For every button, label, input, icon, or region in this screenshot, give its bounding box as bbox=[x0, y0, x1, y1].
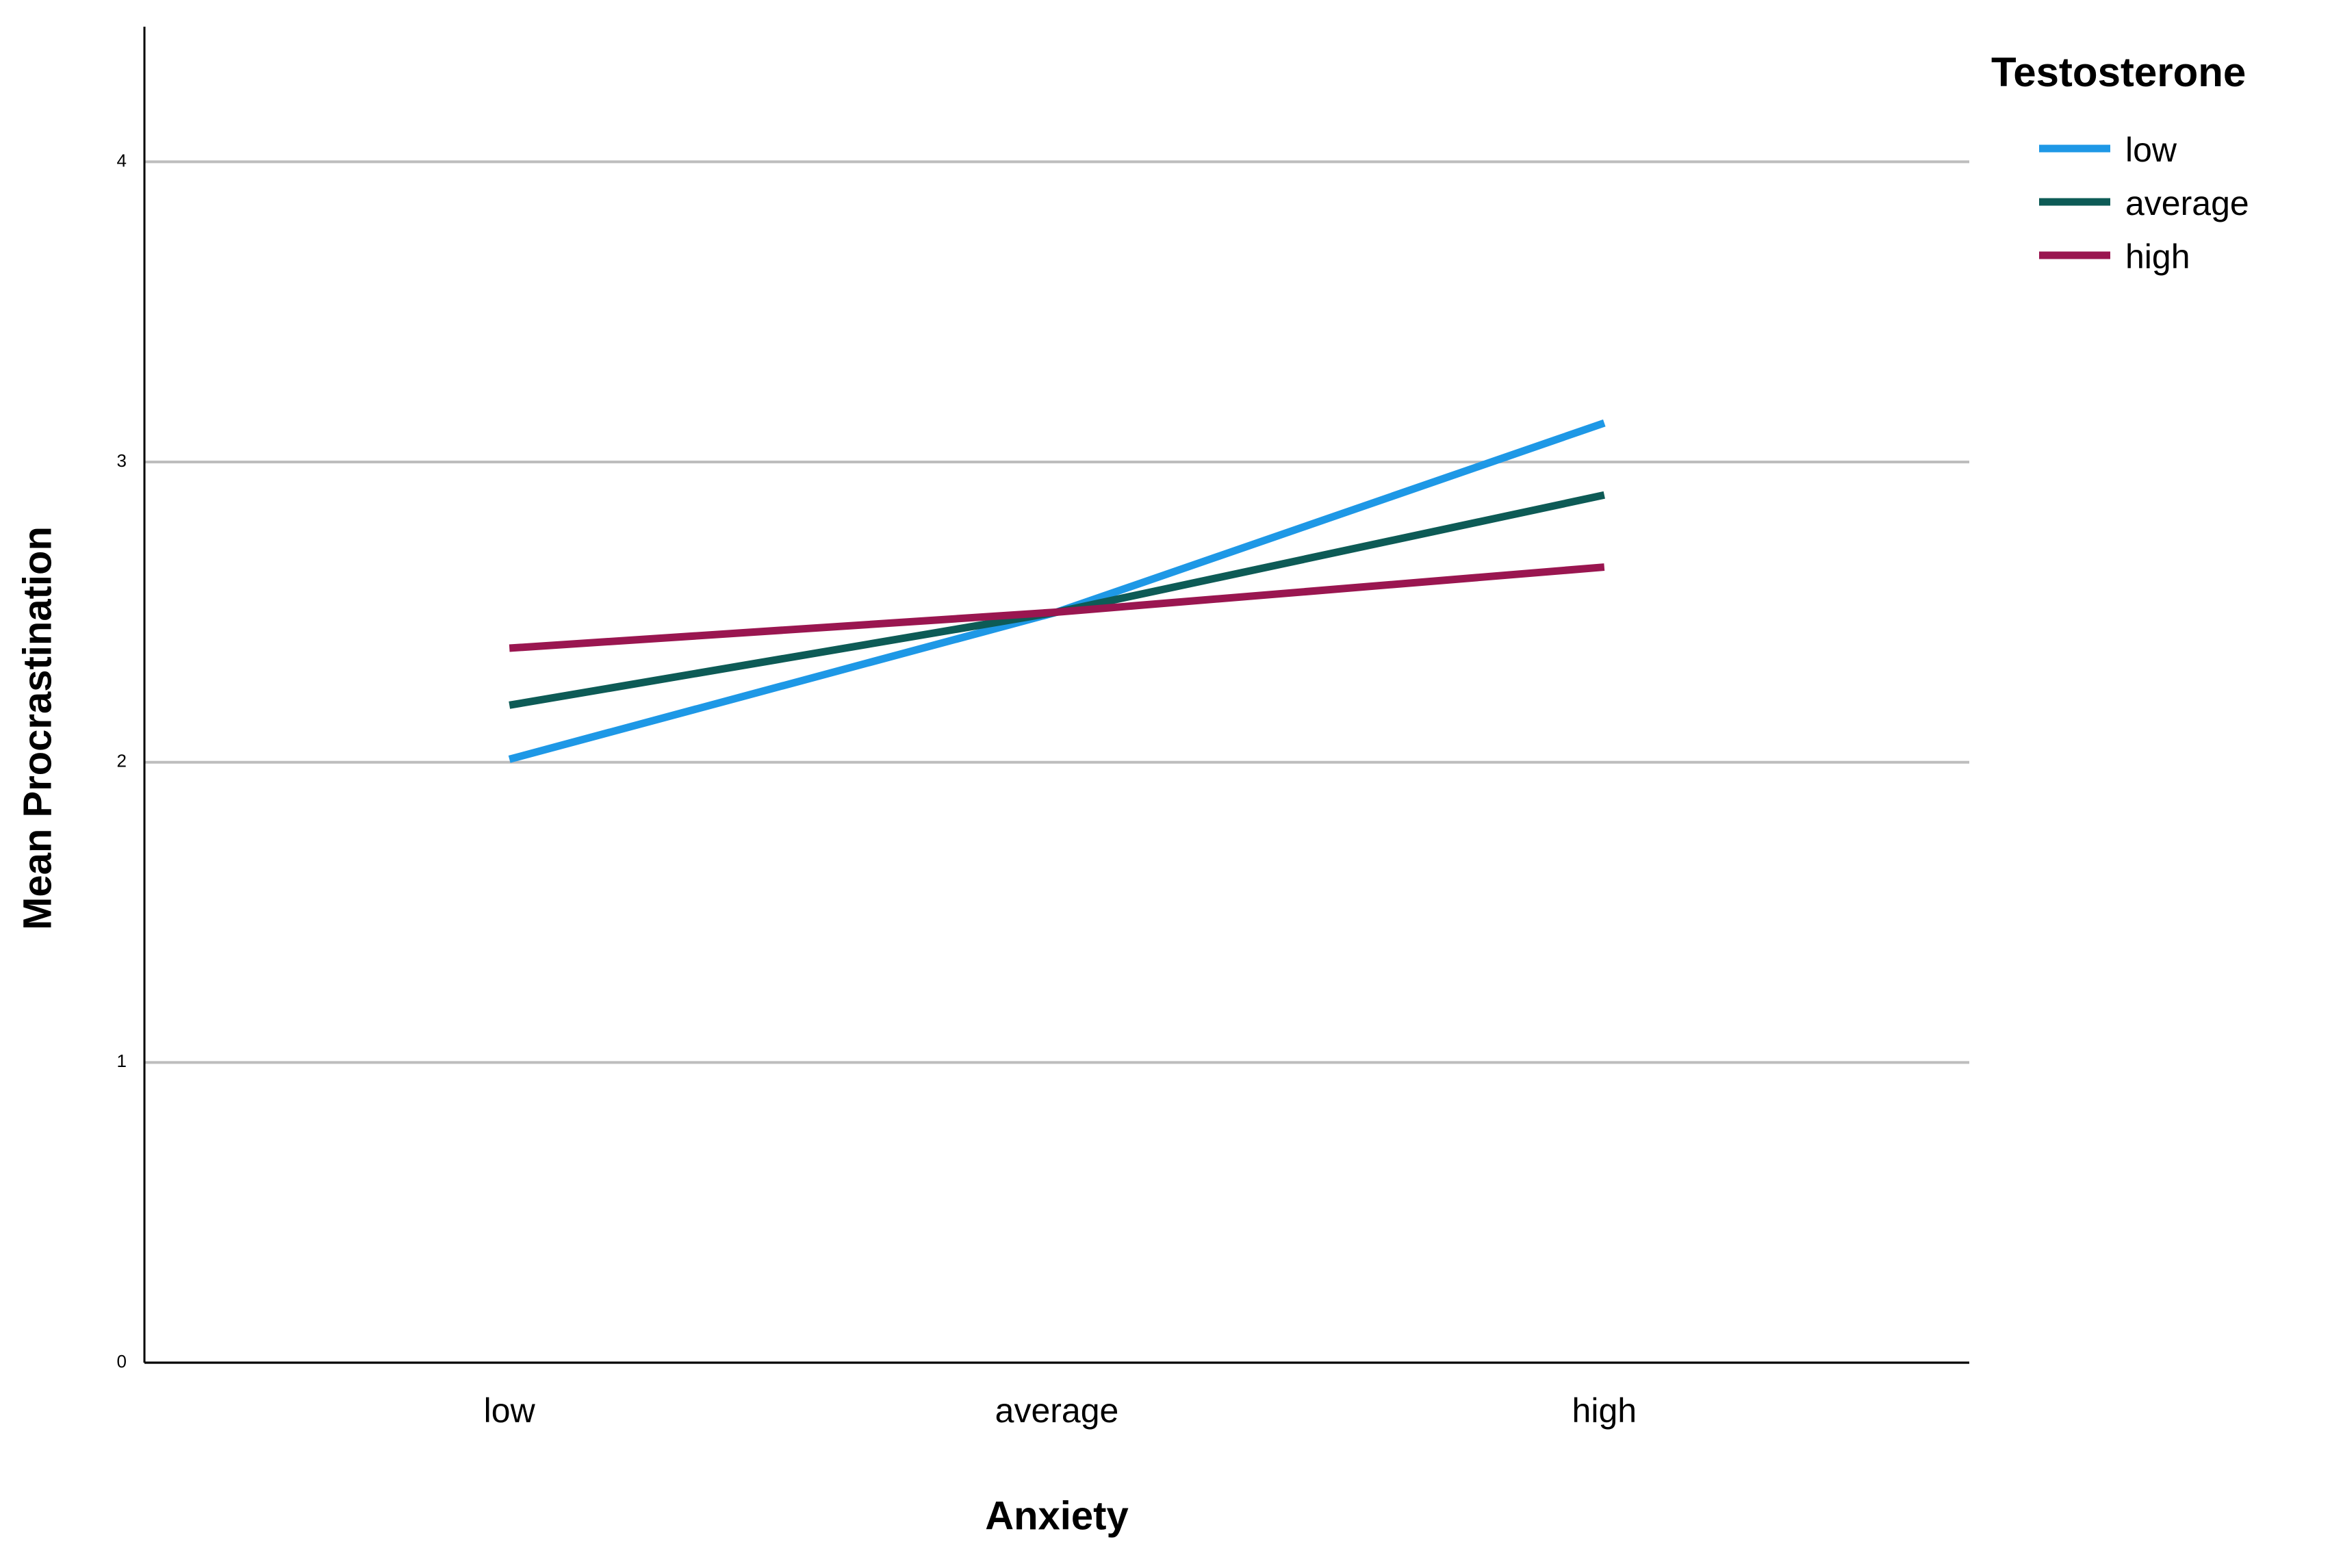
series-line bbox=[509, 491, 1605, 709]
series-line bbox=[508, 419, 1606, 763]
x-tick-label: high bbox=[1572, 1391, 1637, 1430]
y-tick-label: 3 bbox=[117, 450, 127, 471]
series-line bbox=[509, 563, 1605, 652]
y-tick-label: 4 bbox=[117, 150, 127, 170]
x-tick-label: low bbox=[484, 1391, 536, 1430]
x-axis-title: Anxiety bbox=[985, 1493, 1129, 1538]
legend-title: Testosterone bbox=[1991, 49, 2246, 95]
y-tick-label: 1 bbox=[117, 1051, 127, 1071]
legend-label: low bbox=[2125, 131, 2177, 169]
y-axis-title: Mean Procrastination bbox=[15, 526, 60, 930]
legend-label: average bbox=[2125, 184, 2249, 222]
y-tick-label: 0 bbox=[117, 1351, 127, 1372]
x-tick-label: average bbox=[995, 1391, 1119, 1430]
y-tick-label: 2 bbox=[117, 751, 127, 771]
legend-label: high bbox=[2125, 237, 2190, 276]
